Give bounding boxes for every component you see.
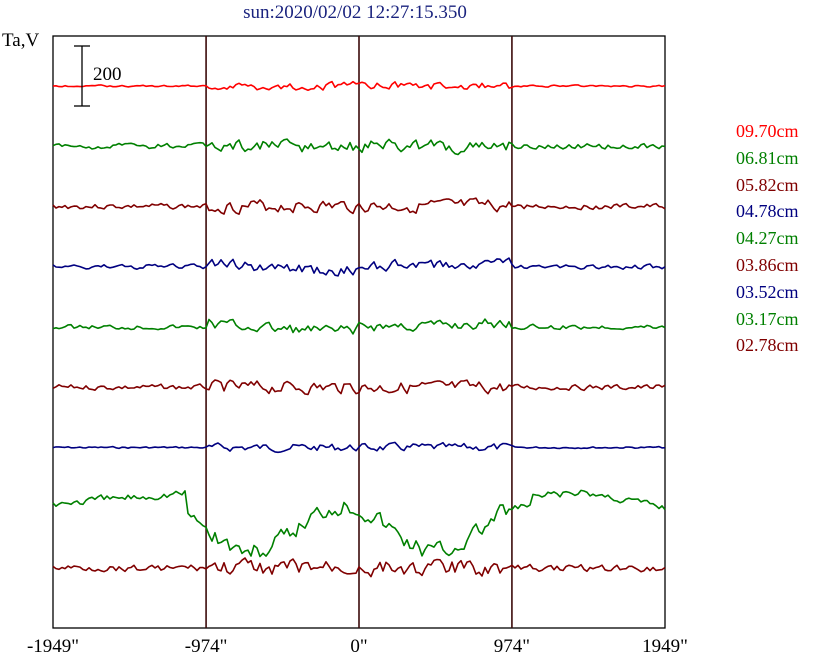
series-line-03.86cm bbox=[52, 379, 666, 396]
y-axis-label: Ta,V bbox=[2, 30, 40, 51]
vertical-marker-lines bbox=[205, 36, 513, 628]
x-tick-label: 974" bbox=[493, 636, 531, 657]
legend: 09.70cm 06.81cm 05.82cm 04.78cm 04.27cm 03.86… bbox=[736, 118, 799, 359]
series-line-03.17cm bbox=[52, 489, 666, 558]
series-line-03.52cm bbox=[52, 441, 666, 454]
scale-bar bbox=[74, 45, 90, 107]
scale-bar-label: 200 bbox=[93, 64, 122, 85]
legend-entry: 02.78cm bbox=[736, 335, 799, 356]
series-line-06.81cm bbox=[52, 138, 666, 156]
chart-title: sun:2020/02/02 12:27:15.350 bbox=[243, 2, 467, 23]
series-line-04.27cm bbox=[52, 318, 666, 335]
x-tick-label: 0" bbox=[350, 636, 368, 657]
legend-entry: 09.70cm bbox=[736, 121, 799, 141]
x-tick-label: -974" bbox=[184, 636, 228, 657]
x-tick-label: 1949" bbox=[642, 636, 688, 657]
series-line-02.78cm bbox=[52, 557, 666, 578]
x-tick-label: -1949" bbox=[26, 636, 80, 657]
series-line-09.70cm bbox=[52, 80, 666, 91]
series-line-04.78cm bbox=[52, 257, 666, 277]
legend-entry: 06.81cm bbox=[736, 147, 799, 168]
legend-entry: 04.27cm bbox=[736, 228, 799, 249]
legend-entry: 03.52cm bbox=[736, 281, 799, 302]
legend-entry: 03.86cm bbox=[736, 254, 799, 275]
series-line-05.82cm bbox=[52, 197, 666, 215]
series-group bbox=[52, 80, 666, 578]
legend-entry: 04.78cm bbox=[736, 201, 799, 222]
legend-entry: 05.82cm bbox=[736, 174, 799, 195]
legend-entry: 03.17cm bbox=[736, 308, 799, 329]
